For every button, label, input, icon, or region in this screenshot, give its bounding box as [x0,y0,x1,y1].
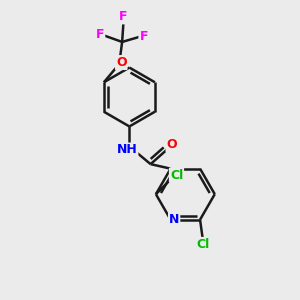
Text: NH: NH [117,143,137,157]
Text: N: N [169,213,179,226]
Text: O: O [116,56,127,69]
Text: F: F [96,28,104,41]
Text: F: F [119,11,128,23]
Text: F: F [140,30,148,43]
Text: Cl: Cl [170,169,183,182]
Text: Cl: Cl [196,238,210,251]
Text: O: O [167,139,177,152]
